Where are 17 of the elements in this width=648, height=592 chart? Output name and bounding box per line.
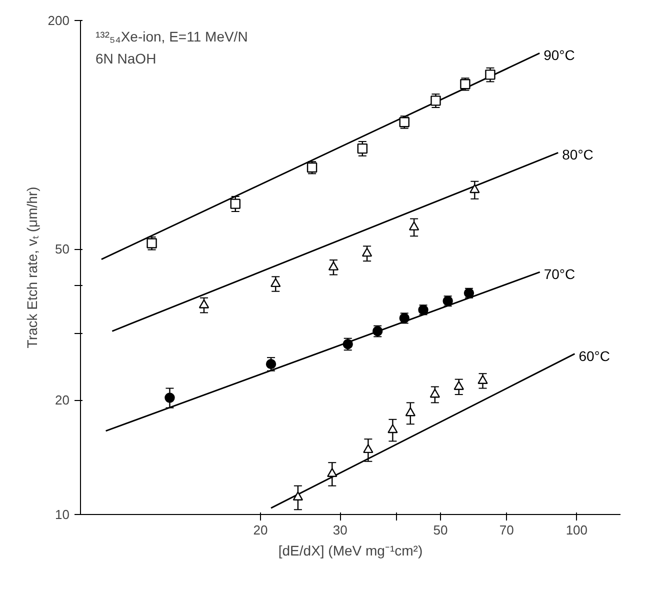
x-tick-label: 30 xyxy=(332,522,348,538)
series-label: 80°C xyxy=(562,146,594,163)
y-axis-title: Track Etch rate, vₜ (μm/hr) xyxy=(24,186,40,348)
y-tick-label: 50 xyxy=(55,242,70,257)
series-label: 60°C xyxy=(578,348,610,364)
y-tick-label: 10 xyxy=(55,507,70,522)
x-tick-label: 50 xyxy=(433,522,448,538)
annotation: 6N NaOH xyxy=(96,50,156,66)
y-tick-label: 200 xyxy=(48,13,70,28)
x-tick-label: 70 xyxy=(499,522,514,538)
annotation: ¹³²₅₄Xe-ion, E=11 MeV/N xyxy=(96,28,248,44)
x-tick-label: 20 xyxy=(253,522,268,538)
y-tick-label: 20 xyxy=(55,392,70,408)
x-tick-label: 100 xyxy=(566,522,588,538)
x-axis-title: [dE/dX] (MeV mg⁻¹cm²) xyxy=(278,542,423,558)
series-label: 70°C xyxy=(544,266,576,282)
series-label: 90°C xyxy=(544,47,575,64)
